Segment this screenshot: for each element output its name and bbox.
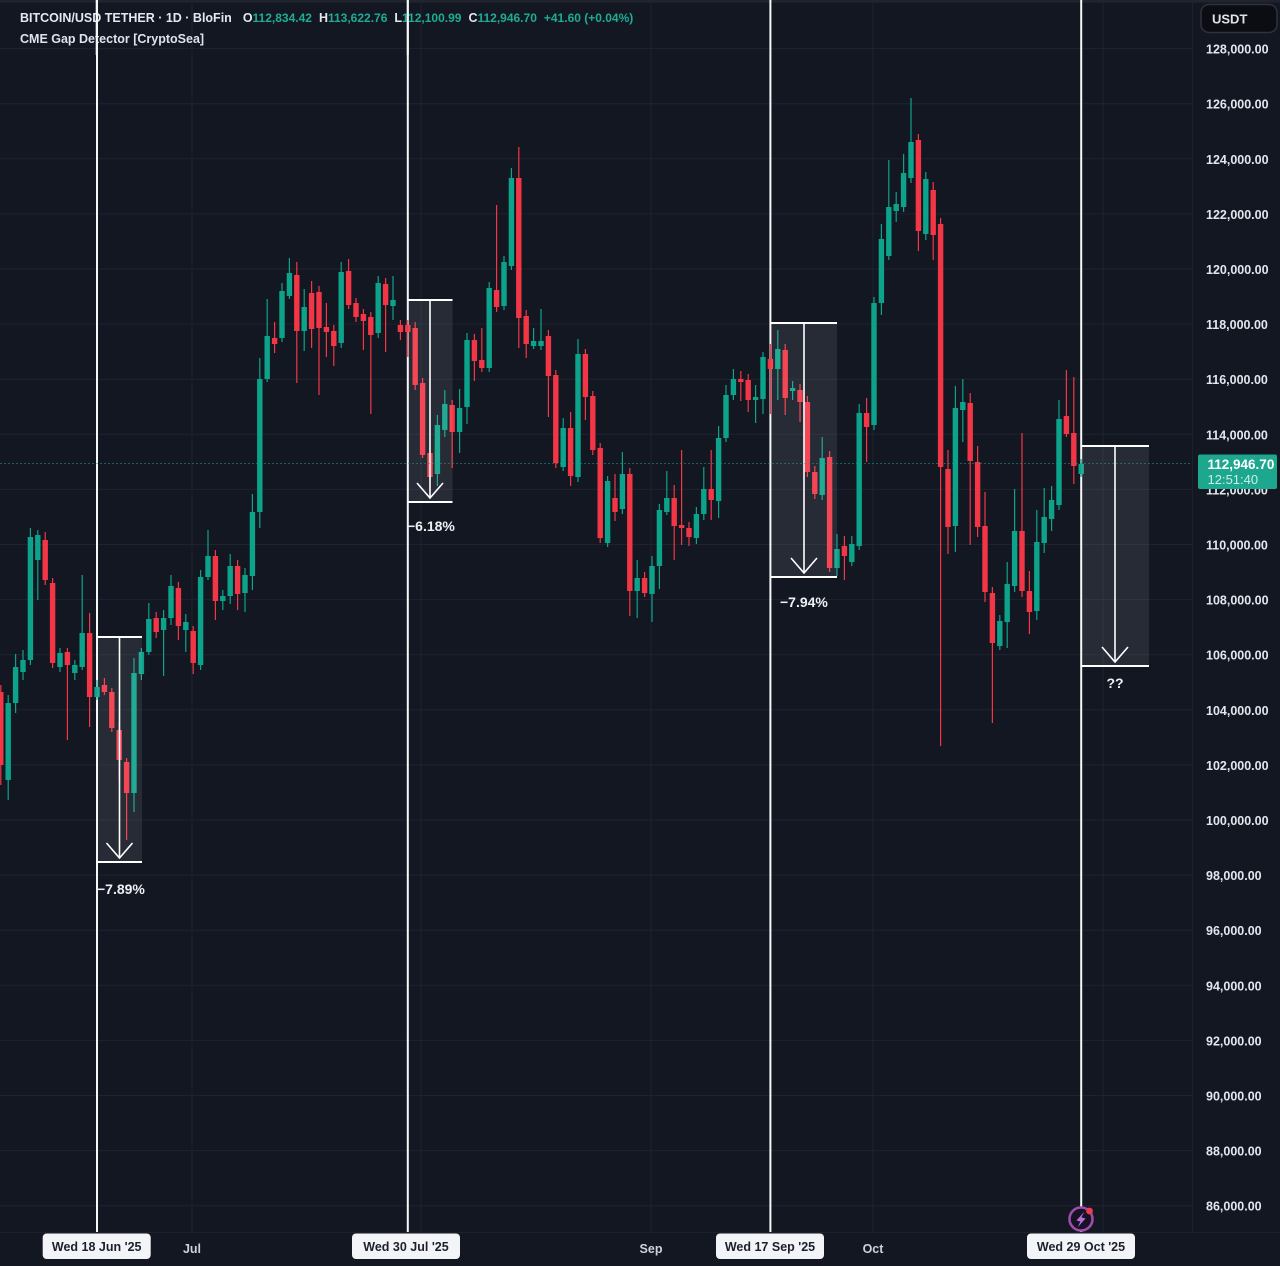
svg-text:124,000.00: 124,000.00 <box>1206 153 1269 167</box>
svg-text:−7.89%: −7.89% <box>97 881 145 897</box>
svg-text:118,000.00: 118,000.00 <box>1206 318 1268 332</box>
svg-text:CME Gap Detector [CryptoSea]: CME Gap Detector [CryptoSea] <box>20 32 204 46</box>
svg-text:116,000.00: 116,000.00 <box>1206 373 1268 387</box>
svg-text:96,000.00: 96,000.00 <box>1206 924 1262 938</box>
svg-text:Wed 17 Sep '25: Wed 17 Sep '25 <box>725 1240 815 1254</box>
svg-text:120,000.00: 120,000.00 <box>1206 263 1269 277</box>
svg-text:Oct: Oct <box>863 1242 885 1256</box>
svg-text:Wed 18 Jun '25: Wed 18 Jun '25 <box>52 1240 142 1254</box>
svg-text:104,000.00: 104,000.00 <box>1206 704 1269 718</box>
svg-text:12:51:40: 12:51:40 <box>1208 472 1259 487</box>
svg-text:Wed 29 Oct '25: Wed 29 Oct '25 <box>1037 1240 1125 1254</box>
svg-text:108,000.00: 108,000.00 <box>1206 594 1269 608</box>
svg-text:??: ?? <box>1106 675 1123 691</box>
svg-text:128,000.00: 128,000.00 <box>1206 43 1269 57</box>
svg-text:126,000.00: 126,000.00 <box>1206 98 1269 112</box>
svg-text:92,000.00: 92,000.00 <box>1206 1034 1262 1048</box>
svg-text:Sep: Sep <box>640 1242 663 1256</box>
svg-text:102,000.00: 102,000.00 <box>1206 759 1269 773</box>
svg-text:−6.18%: −6.18% <box>407 518 455 534</box>
svg-text:110,000.00: 110,000.00 <box>1206 539 1268 553</box>
svg-text:Jul: Jul <box>183 1242 201 1256</box>
svg-text:Wed 30 Jul '25: Wed 30 Jul '25 <box>363 1240 448 1254</box>
svg-text:98,000.00: 98,000.00 <box>1206 869 1262 883</box>
svg-text:100,000.00: 100,000.00 <box>1206 814 1269 828</box>
svg-text:94,000.00: 94,000.00 <box>1206 979 1262 993</box>
svg-text:86,000.00: 86,000.00 <box>1206 1200 1262 1214</box>
svg-text:106,000.00: 106,000.00 <box>1206 649 1269 663</box>
svg-text:90,000.00: 90,000.00 <box>1206 1090 1262 1104</box>
svg-text:112,946.70: 112,946.70 <box>1208 457 1275 472</box>
svg-text:BITCOIN/USD TETHER · 1D · BloF: BITCOIN/USD TETHER · 1D · BloFin O112,834… <box>20 11 633 25</box>
svg-text:USDT: USDT <box>1212 12 1247 27</box>
svg-text:122,000.00: 122,000.00 <box>1206 208 1269 222</box>
svg-text:−7.94%: −7.94% <box>780 594 828 610</box>
svg-text:114,000.00: 114,000.00 <box>1206 428 1268 442</box>
svg-text:88,000.00: 88,000.00 <box>1206 1145 1262 1159</box>
